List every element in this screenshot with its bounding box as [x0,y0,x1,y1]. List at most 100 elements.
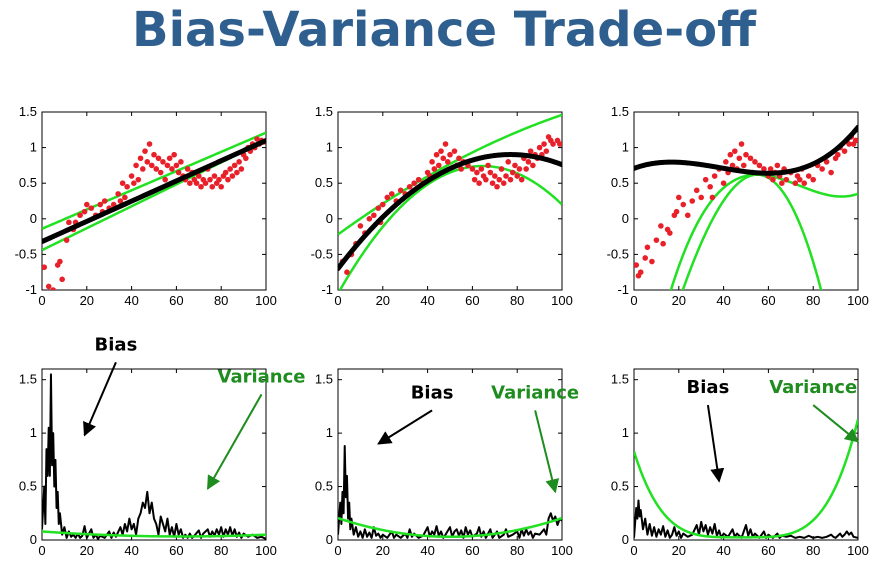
bias-label: Bias [95,334,138,355]
data-point [184,166,191,172]
plot-frame [337,368,563,541]
data-point [736,155,743,162]
data-point [667,230,673,236]
y-tick-label: -0.5 [15,246,37,261]
data-point [148,162,155,169]
x-tick-label: 80 [806,293,820,308]
data-point [77,212,83,219]
y-tick-label: 1.5 [19,104,37,119]
data-point [42,264,48,271]
data-point [556,141,562,147]
data-point [171,151,177,158]
bias-arrow [83,361,117,437]
variance-arrow [534,410,560,494]
data-point [723,159,729,165]
data-point [211,173,218,179]
data-point [835,151,841,158]
data-point [527,148,534,154]
data-point [634,262,640,268]
y-tick-label: 0.5 [611,175,629,190]
plot-area [42,373,266,540]
data-point [783,176,790,183]
data-point [371,212,377,219]
data-point [518,176,525,183]
data-point [653,237,660,243]
data-point [63,237,70,243]
data-point [458,166,465,172]
data-point [115,191,121,197]
data-point [658,223,664,229]
data-point [119,180,126,186]
data-point [433,151,440,158]
data-point [476,180,482,186]
data-point [478,166,485,172]
data-point [160,159,166,165]
data-point [218,183,224,190]
data-point [375,205,382,211]
x-tick-label: 60 [465,543,479,558]
bias-curve [634,499,858,539]
data-point [238,166,245,172]
data-point [498,166,505,172]
data-point [496,176,503,183]
data-point [796,176,803,183]
variance-band-lower [338,164,562,290]
data-point [792,180,799,186]
x-tick-label: 60 [761,293,775,308]
data-point [157,169,164,176]
x-tick-label: 40 [420,293,434,308]
data-point [88,205,95,211]
data-point [743,151,749,158]
chart-top-1: 0 20 40 60 80 100 -1 -0.5 0 0.5 1 1.5 [15,104,277,308]
data-point [485,162,491,169]
x-tick-label: 0 [38,543,45,558]
data-point [254,136,260,142]
data-point [411,180,417,186]
data-point [222,169,229,176]
y-tick-label: -1 [25,282,37,297]
y-tick-label: 0 [326,211,333,226]
data-point [767,166,774,172]
y-tick-label: 0.5 [611,479,629,494]
data-point [388,191,395,197]
data-point [637,269,644,276]
x-tick-label: 0 [630,543,637,558]
plot-area [634,124,858,290]
data-point [198,183,204,190]
data-point [131,180,137,186]
plot-area [338,113,562,290]
data-point [124,183,130,190]
variance-band-upper [338,113,562,236]
data-point [541,141,547,147]
data-point [153,166,160,172]
data-point [841,148,848,154]
data-point [512,162,518,169]
data-point [852,137,858,144]
y-tick-label: 1 [30,140,37,155]
data-point [202,180,209,186]
data-point [366,216,373,222]
data-point [684,212,691,219]
data-point [711,173,718,179]
data-point [229,173,236,179]
data-point [146,141,153,147]
y-tick-label: 1 [622,425,629,440]
bias-curve [42,373,266,540]
data-point [155,155,162,162]
data-point [193,180,200,186]
data-point [530,162,536,169]
data-point [525,159,532,165]
data-point [505,159,512,165]
data-point [144,159,151,165]
y-tick-label: 1 [30,425,37,440]
data-point [503,173,509,179]
data-point [81,208,88,215]
data-point [57,258,63,265]
variance-arrow [206,393,263,490]
data-point [774,162,781,169]
x-tick-label: 60 [761,543,775,558]
data-point [543,148,550,154]
y-tick-label: 0 [30,211,37,226]
data-point [140,166,146,172]
data-point [487,169,494,176]
